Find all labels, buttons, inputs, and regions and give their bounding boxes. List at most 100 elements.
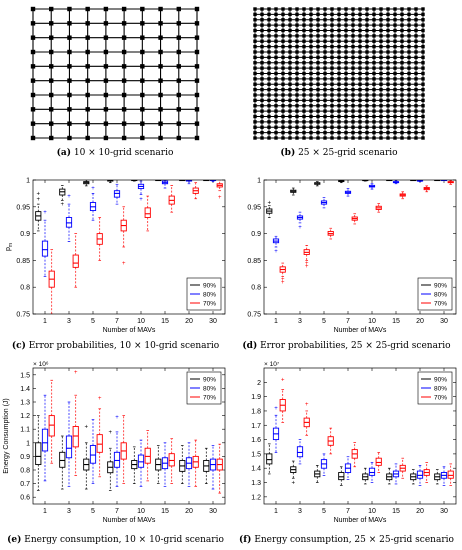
outlier: + <box>61 202 65 208</box>
y-tick-label: 0.9 <box>20 231 30 238</box>
outlier: + <box>305 402 309 408</box>
grid-node <box>400 98 404 103</box>
grid-node <box>267 109 271 113</box>
grid-node <box>85 49 90 55</box>
grid-node <box>302 12 306 17</box>
grid-node <box>414 55 418 60</box>
grid-node <box>274 77 278 81</box>
grid-node <box>288 44 292 49</box>
grid-node <box>67 121 72 126</box>
legend-label: 80% <box>434 386 447 393</box>
grid-node <box>316 82 320 86</box>
grid-node <box>414 82 418 86</box>
grid-node <box>309 61 313 65</box>
grid-node <box>323 109 327 113</box>
y-tick-label: 0.8 <box>20 285 30 292</box>
grid-node <box>337 34 341 38</box>
grid-node <box>288 12 292 17</box>
grid-node <box>281 98 285 103</box>
grid-node <box>260 87 264 92</box>
y-tick-label: 0.95 <box>247 204 261 211</box>
grid-node <box>365 71 369 76</box>
outlier: + <box>274 406 278 412</box>
box <box>296 446 304 458</box>
x-tick-label: 15 <box>392 508 400 515</box>
grid-node <box>379 109 383 113</box>
y-multiplier: × 10⁷ <box>264 361 280 368</box>
grid-node <box>330 82 334 86</box>
grid-node <box>85 121 90 126</box>
grid-node <box>295 61 299 65</box>
grid-node <box>49 6 54 12</box>
grid-node <box>309 66 313 70</box>
grid-node <box>260 66 264 70</box>
grid-node <box>330 61 334 65</box>
grid-node <box>309 109 313 113</box>
grid-node <box>407 125 411 129</box>
grid-node <box>414 130 418 135</box>
grid-node <box>281 87 285 92</box>
grid-node <box>386 93 390 97</box>
grid-node <box>49 64 54 69</box>
grid-node <box>400 23 404 27</box>
grid-node <box>288 130 292 135</box>
grid-node <box>407 120 411 124</box>
grid-node <box>85 64 90 69</box>
caption-b-text: 25 × 25-grid scenario <box>298 148 398 158</box>
grid-node <box>358 44 362 49</box>
grid-node <box>295 109 299 113</box>
grid-node <box>158 6 163 12</box>
grid-node <box>344 55 348 60</box>
grid-node <box>393 82 397 86</box>
grid-node <box>344 130 348 135</box>
grid-node <box>274 23 278 27</box>
grid-node <box>295 7 299 11</box>
grid-node <box>67 78 72 83</box>
y-tick-label: 1.2 <box>20 413 30 420</box>
outlier: + <box>274 249 278 255</box>
grid-node <box>421 12 425 17</box>
grid-node <box>379 104 383 108</box>
caption-e-text: Energy consumption, 10 × 10-grid scenari… <box>24 535 224 545</box>
grid-node <box>158 121 163 126</box>
grid-node <box>421 34 425 38</box>
grid-node <box>158 135 163 141</box>
box <box>48 415 55 437</box>
grid-node <box>414 93 418 97</box>
grid-node <box>393 125 397 129</box>
grid-node <box>309 55 313 60</box>
grid-node <box>288 104 292 108</box>
grid-node <box>407 136 411 140</box>
grid-node <box>400 61 404 65</box>
grid-node <box>253 136 257 140</box>
y-tick-label: 0.7 <box>20 481 30 488</box>
grid-node <box>323 93 327 97</box>
x-tick-label: 5 <box>91 508 95 515</box>
grid-node <box>274 93 278 97</box>
grid-node <box>372 55 376 60</box>
grid-node <box>253 66 257 70</box>
grid-node <box>337 50 341 54</box>
x-tick-label: 10 <box>368 508 376 515</box>
grid-node <box>267 66 271 70</box>
grid-node <box>400 77 404 81</box>
grid-node <box>337 71 341 76</box>
grid-node <box>372 12 376 17</box>
grid-node <box>309 23 313 27</box>
grid-node <box>407 71 411 76</box>
grid-node <box>85 92 90 98</box>
grid-node <box>295 104 299 108</box>
x-tick-label: 5 <box>322 318 326 325</box>
grid-node <box>302 136 306 140</box>
grid-node <box>253 77 257 81</box>
grid-node <box>337 18 341 22</box>
grid-node <box>253 120 257 124</box>
grid-node <box>337 77 341 81</box>
grid-node <box>67 92 72 98</box>
grid-node <box>407 28 411 33</box>
grid-node <box>400 66 404 70</box>
grid-node <box>274 28 278 33</box>
grid-node <box>30 107 36 112</box>
grid-node <box>281 34 285 38</box>
grid-node <box>194 49 200 55</box>
